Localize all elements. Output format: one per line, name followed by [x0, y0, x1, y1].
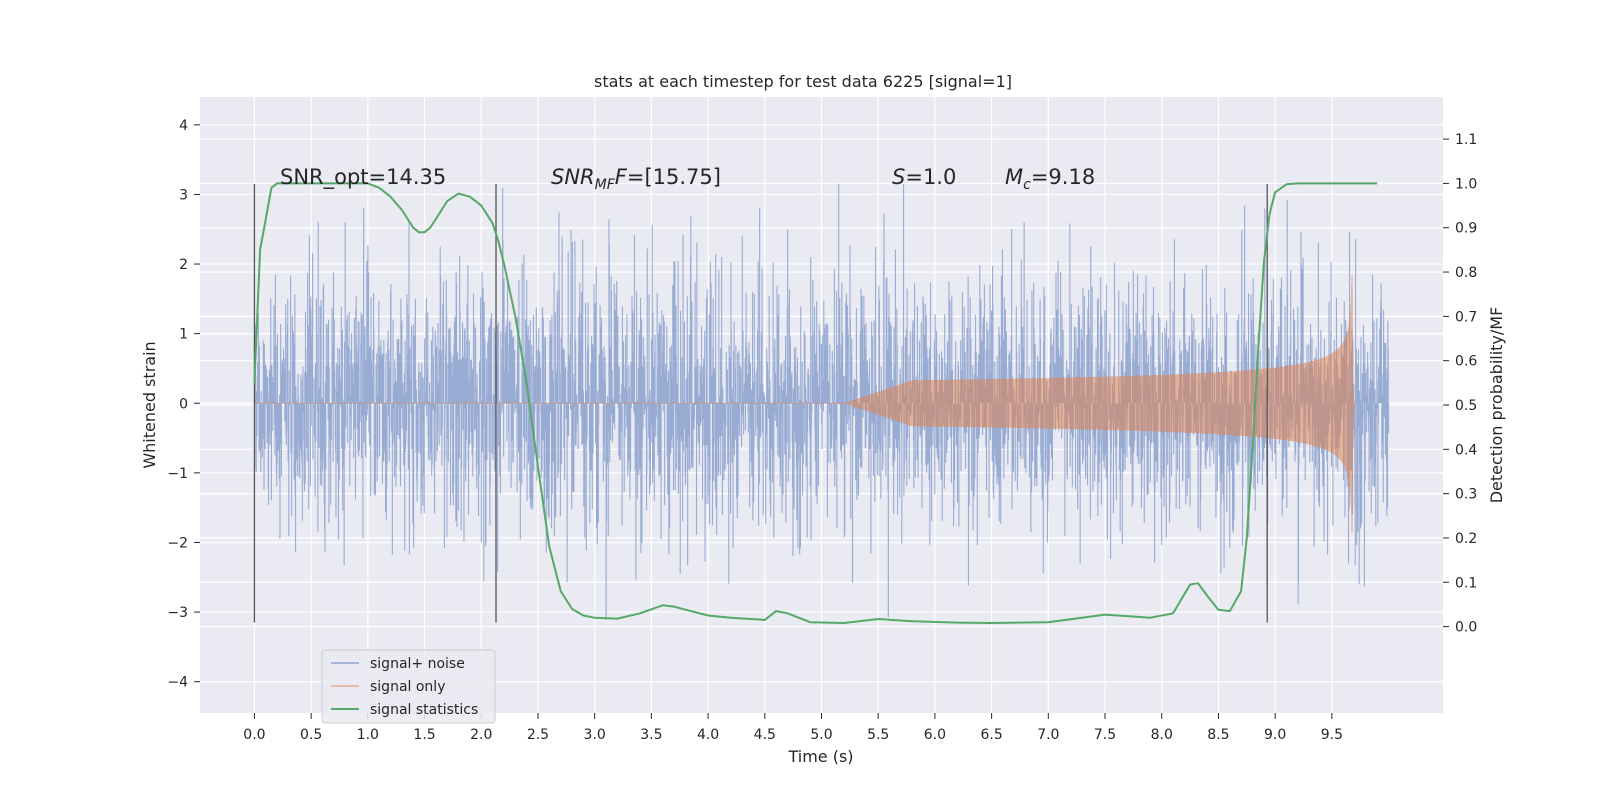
x-tick-label: 6.5	[980, 727, 1002, 743]
legend-label-stats: signal statistics	[370, 702, 478, 718]
y-tick-label: −3	[167, 605, 188, 621]
y2-tick-label: 0.9	[1455, 221, 1477, 237]
s-symbol: S	[892, 165, 905, 189]
y-tick-label: 2	[179, 257, 188, 273]
y2-tick-label: 0.4	[1455, 442, 1477, 458]
x-tick-label: 2.0	[470, 727, 492, 743]
s-annotation: S=1.0	[892, 165, 956, 189]
x-axis-ticks: 0.0 0.5 1.0 1.5 2.0 2.5 3.0 3.5 4.0 4.5 5.0 5.5 6.0 6…	[243, 713, 1343, 743]
y-tick-label: 1	[179, 327, 188, 343]
y2-tick-label: 0.5	[1455, 398, 1477, 414]
y-tick-label: 3	[179, 187, 188, 203]
y2-tick-label: 0.7	[1455, 309, 1477, 325]
x-tick-label: 5.0	[810, 727, 832, 743]
mc-annotation: Mc=9.18	[1005, 165, 1095, 193]
x-tick-label: 3.0	[584, 727, 606, 743]
snr-mf-annotation: SNRMFF=[15.75]	[551, 165, 721, 193]
x-tick-label: 0.0	[243, 727, 265, 743]
x-tick-label: 2.5	[527, 727, 549, 743]
y-tick-label: 0	[179, 396, 188, 412]
snr-mf-f: F	[615, 165, 628, 189]
legend-label-signal: signal only	[370, 679, 445, 695]
y2-tick-label: 0.3	[1455, 487, 1477, 503]
legend: signal+ noise signal only signal statist…	[321, 649, 496, 724]
x-tick-label: 0.5	[300, 727, 322, 743]
chart-title: stats at each timestep for test data 622…	[594, 72, 1012, 91]
s-value: =1.0	[905, 165, 956, 189]
mc-value: =9.18	[1031, 165, 1095, 189]
x-axis-label: Time (s)	[787, 747, 853, 766]
y2-tick-label: 1.1	[1455, 132, 1477, 148]
y-tick-label: −1	[167, 466, 188, 482]
x-tick-label: 5.5	[867, 727, 889, 743]
snr-mf-symbol: SNR	[551, 165, 595, 189]
x-tick-label: 8.0	[1151, 727, 1173, 743]
y-axis-label: Whitened strain	[140, 341, 159, 468]
x-tick-label: 1.5	[413, 727, 435, 743]
y2-tick-label: 0.2	[1455, 531, 1477, 547]
series-signal-only	[254, 274, 1356, 533]
y-axis-ticks: 4 3 2 1 0 −1 −2 −3 −4	[167, 118, 200, 691]
y-tick-label: 4	[179, 118, 188, 134]
x-tick-label: 3.5	[640, 727, 662, 743]
x-tick-label: 6.0	[924, 727, 946, 743]
y2-tick-label: 1.0	[1455, 176, 1477, 192]
legend-box	[321, 649, 496, 724]
y-tick-label: −2	[167, 535, 188, 551]
vertical-markers	[253, 184, 1268, 623]
x-tick-label: 1.0	[357, 727, 379, 743]
snr-mf-value: =[15.75]	[627, 165, 721, 189]
legend-label-noise: signal+ noise	[370, 656, 465, 672]
series-signal-statistics	[253, 182, 1378, 624]
x-tick-label: 9.0	[1264, 727, 1286, 743]
y-tick-label: −4	[167, 675, 188, 691]
x-tick-label: 7.5	[1094, 727, 1116, 743]
x-tick-label: 9.5	[1321, 727, 1343, 743]
x-tick-label: 4.0	[697, 727, 719, 743]
mc-subscript: c	[1023, 177, 1031, 193]
snr-opt-annotation: SNR_opt=14.35	[280, 165, 446, 190]
y2-axis-ticks: 1.1 1.0 0.9 0.8 0.7 0.6 0.5 0.4 0.3 0.2 0.1 0.0	[1443, 132, 1477, 636]
y2-tick-label: 0.0	[1455, 620, 1477, 636]
x-tick-label: 4.5	[754, 727, 776, 743]
mc-symbol: M	[1005, 165, 1023, 189]
y2-tick-label: 0.6	[1455, 354, 1477, 370]
x-tick-label: 7.0	[1037, 727, 1059, 743]
y2-tick-label: 0.8	[1455, 265, 1477, 281]
x-tick-label: 8.5	[1207, 727, 1229, 743]
y2-axis-label: Detection probability/MF	[1487, 307, 1506, 504]
snr-mf-subscript: MF	[595, 177, 616, 193]
y2-tick-label: 0.1	[1455, 575, 1477, 591]
